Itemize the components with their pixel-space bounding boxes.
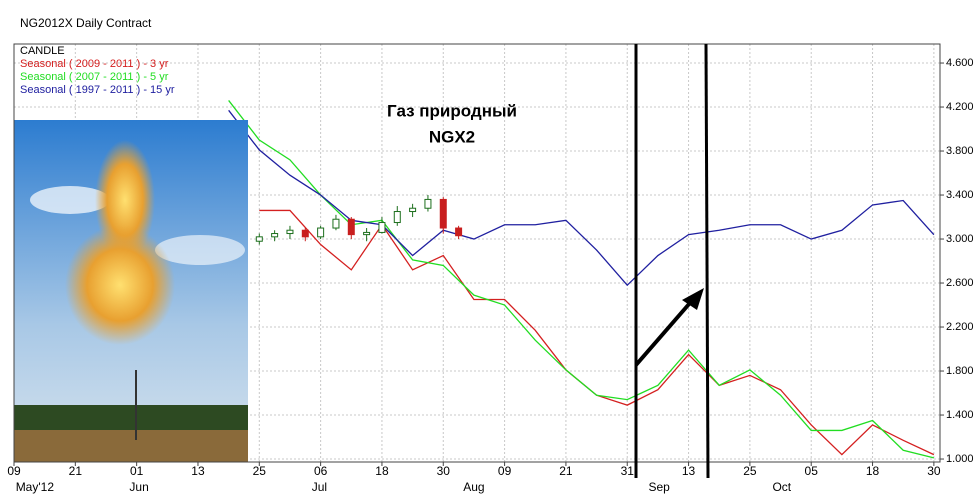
x-tick-label: 21 (559, 464, 573, 478)
chart-title: NG2012X Daily Contract (20, 16, 152, 30)
series-line (228, 109, 935, 287)
candle-body (455, 227, 463, 237)
x-tick-label: 05 (805, 464, 819, 478)
y-tick-label: 3.800 (946, 145, 974, 157)
x-tick-label: 25 (743, 464, 757, 478)
series-line (228, 100, 935, 459)
y-tick-label: 1.400 (946, 409, 974, 421)
y-tick-label: 2.200 (946, 321, 974, 333)
candle-body (271, 233, 279, 238)
x-tick-label: 30 (437, 464, 451, 478)
legend-entry: Seasonal ( 1997 - 2011 ) - 15 yr (20, 84, 175, 96)
candle-body (332, 218, 340, 229)
candle-body (439, 198, 447, 229)
x-tick-label: 25 (253, 464, 267, 478)
x-tick-label: 13 (682, 464, 696, 478)
y-tick-label: 3.400 (946, 189, 974, 201)
y-tick-label: 3.000 (946, 233, 974, 245)
y-tick-label: 4.200 (946, 101, 974, 113)
x-tick-label: 09 (7, 464, 21, 478)
candle-body (409, 207, 417, 213)
x-month-label: May'12 (16, 480, 55, 494)
y-tick-label: 1.000 (946, 453, 974, 465)
candle-body (347, 218, 355, 236)
x-tick-label: 06 (314, 464, 328, 478)
candle-body (255, 236, 263, 242)
y-tick-label: 2.600 (946, 277, 974, 289)
x-tick-label: 18 (375, 464, 389, 478)
x-tick-label: 13 (191, 464, 205, 478)
x-tick-label: 01 (130, 464, 144, 478)
candle-body (378, 222, 386, 233)
photo (14, 120, 248, 462)
candle-body (424, 198, 432, 209)
legend-entry: Seasonal ( 2007 - 2011 ) - 5 yr (20, 71, 169, 83)
x-month-label: Sep (648, 480, 670, 494)
annotation: NGX2 (429, 127, 475, 146)
markers (634, 43, 710, 479)
plot-frame (13, 43, 941, 463)
legend-entry: CANDLE (20, 45, 65, 57)
x-tick-label: 21 (69, 464, 83, 478)
candle-body (286, 229, 294, 235)
x-month-label: Oct (772, 480, 791, 494)
x-tick-label: 18 (866, 464, 880, 478)
x-month-label: Jul (312, 480, 327, 494)
candle-body (317, 227, 325, 238)
x-tick-label: 31 (621, 464, 635, 478)
x-month-label: Jun (129, 480, 148, 494)
legend-entry: Seasonal ( 2009 - 2011 ) - 3 yr (20, 58, 169, 70)
annotation: Газ природный (387, 101, 517, 120)
candle-body (301, 229, 309, 238)
candle-body (393, 211, 401, 224)
x-tick-label: 09 (498, 464, 512, 478)
y-tick-label: 4.600 (946, 57, 974, 69)
x-month-label: Aug (463, 480, 484, 494)
candle-body (363, 231, 371, 236)
y-tick-label: 1.800 (946, 365, 974, 377)
x-tick-label: 30 (927, 464, 941, 478)
